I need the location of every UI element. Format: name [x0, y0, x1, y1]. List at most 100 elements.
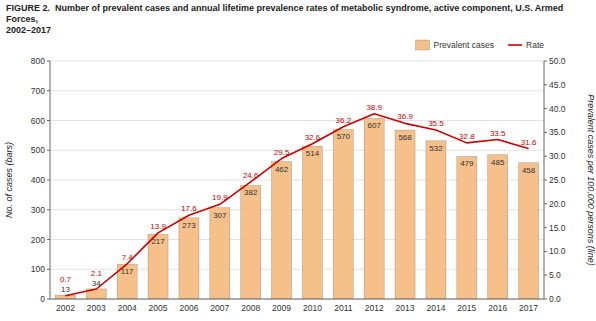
bar: [179, 218, 199, 299]
y2-tick-label: 5.0: [549, 270, 561, 280]
y-tick-label: 500: [31, 145, 45, 155]
y2-tick: [544, 156, 547, 157]
y-tick-label: 0: [40, 294, 45, 304]
plot-area: [55, 114, 538, 299]
data-label: 514: [306, 149, 320, 158]
y-tick-label: 600: [31, 116, 45, 126]
y2-tick-label: 0.0: [549, 294, 561, 304]
bar: [395, 130, 415, 299]
y2-tick: [544, 108, 547, 109]
data-label: 485: [491, 158, 505, 167]
data-label: 29.5: [274, 148, 290, 157]
bar: [55, 295, 75, 299]
data-label: 458: [522, 166, 536, 175]
data-label: 217: [151, 237, 165, 246]
y2-tick-label: 45.0: [549, 80, 566, 90]
data-label: 273: [182, 221, 196, 230]
x-tick-label: 2013: [396, 303, 415, 313]
data-label: 2.1: [91, 269, 103, 278]
x-tick-label: 2017: [519, 303, 538, 313]
y2-tick-label: 50.0: [549, 56, 566, 66]
y2-tick: [544, 299, 547, 300]
data-label: 117: [121, 267, 134, 276]
data-label: 0.7: [60, 275, 72, 284]
y-tick-label: 700: [31, 86, 45, 96]
x-tick-label: 2010: [303, 303, 322, 313]
y-tick: [47, 61, 50, 62]
grid-line: [50, 299, 544, 300]
legend: Prevalent casesRate: [416, 40, 545, 50]
y-axis-label: No. of cases (bars): [4, 142, 14, 218]
data-label: 568: [398, 133, 412, 142]
x-axis-line: [50, 299, 544, 300]
data-label: 32.8: [459, 132, 475, 141]
x-tick-label: 2006: [179, 303, 198, 313]
x-tick-label: 2004: [118, 303, 137, 313]
data-label: 19.9: [212, 193, 228, 202]
y-tick-label: 400: [31, 175, 45, 185]
bar: [210, 208, 230, 299]
x-tick-label: 2012: [365, 303, 384, 313]
y2-tick-label: 20.0: [549, 199, 566, 209]
x-tick-label: 2005: [149, 303, 168, 313]
y2-tick: [544, 275, 547, 276]
x-tick-label: 2014: [426, 303, 445, 313]
x-tick-label: 2009: [272, 303, 291, 313]
y-tick-label: 100: [31, 264, 45, 274]
data-label: 36.2: [336, 116, 352, 125]
bar: [241, 185, 261, 299]
chart: FIGURE 2. Number of prevalent cases and …: [0, 0, 596, 321]
y2-tick-label: 30.0: [549, 151, 566, 161]
bar: [333, 129, 353, 299]
data-label: 462: [275, 165, 289, 174]
y2-tick: [544, 180, 547, 181]
x-tick-label: 2003: [87, 303, 106, 313]
y-tick-label: 800: [31, 56, 45, 66]
y-tick: [47, 90, 50, 91]
x-tick-label: 2002: [56, 303, 75, 313]
line: [65, 114, 528, 296]
grid-line: [50, 61, 544, 62]
data-label: 7.4: [122, 253, 134, 262]
data-label: 382: [244, 188, 258, 197]
y-tick: [47, 209, 50, 210]
data-label: 35.5: [428, 119, 444, 128]
y2-tick-label: 35.0: [549, 127, 566, 137]
data-label: 570: [337, 132, 351, 141]
y-tick: [47, 299, 50, 300]
y2-tick: [544, 203, 547, 204]
data-label: 38.9: [366, 103, 382, 112]
data-label: 307: [213, 211, 227, 220]
legend-label: Prevalent cases: [434, 40, 494, 50]
y-tick-label: 200: [31, 235, 45, 245]
bar: [272, 162, 292, 299]
y2-tick: [544, 227, 547, 228]
data-label: 34: [92, 279, 101, 288]
y2-tick: [544, 84, 547, 85]
data-label: 24.6: [243, 171, 259, 180]
legend-swatch: [416, 40, 430, 50]
y2-tick-label: 40.0: [549, 104, 566, 114]
grid-line: [50, 90, 544, 91]
y-tick: [47, 269, 50, 270]
legend-swatch: [508, 44, 522, 46]
x-tick-label: 2015: [457, 303, 476, 313]
data-label: 13.9: [150, 222, 166, 231]
x-tick-label: 2016: [488, 303, 507, 313]
y-tick: [47, 150, 50, 151]
x-tick-label: 2011: [334, 303, 353, 313]
bar: [302, 146, 322, 299]
y-tick: [47, 120, 50, 121]
x-tick-label: 2007: [210, 303, 229, 313]
grid-line: [50, 120, 544, 121]
bar: [426, 141, 446, 299]
data-label: 13: [61, 285, 70, 294]
title: FIGURE 2. Number of prevalent cases and …: [6, 3, 563, 35]
data-label: 36.9: [397, 112, 413, 121]
y2-tick-label: 10.0: [549, 246, 566, 256]
data-label: 32.6: [305, 133, 321, 142]
data-label: 532: [429, 144, 443, 153]
bar: [457, 156, 477, 299]
data-label: 17.6: [181, 204, 197, 213]
x-tick-label: 2008: [241, 303, 260, 313]
